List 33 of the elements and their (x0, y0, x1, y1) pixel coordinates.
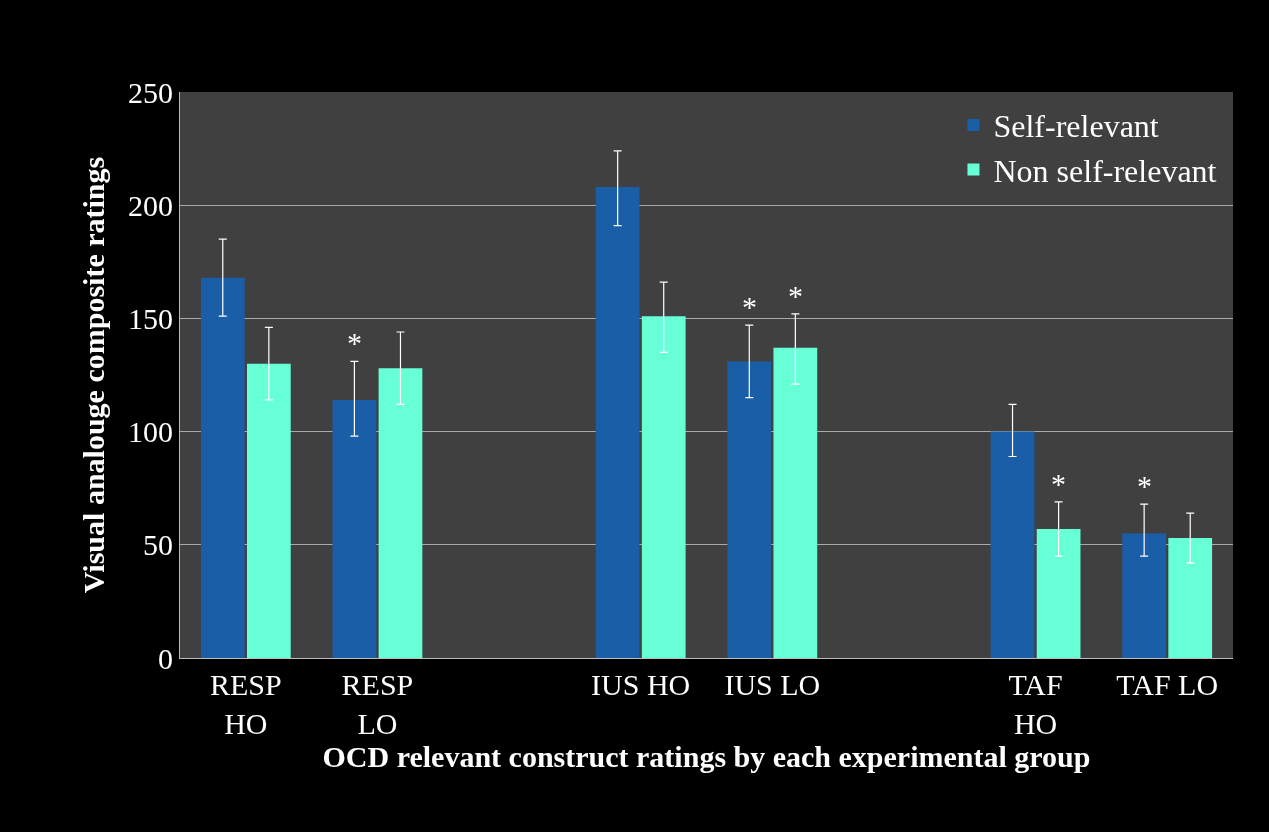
bar (378, 368, 423, 658)
bar (1122, 533, 1167, 658)
bar (200, 277, 245, 658)
data-label: * (1137, 469, 1152, 502)
bar (641, 316, 686, 658)
x-tick-label: IUS LO (724, 668, 821, 701)
x-tick-label: RESP HO (209, 668, 282, 740)
x-tick-label: TAF LO (1116, 668, 1219, 701)
x-tick-label: IUS HO (591, 668, 691, 701)
bar (990, 431, 1035, 658)
bar (727, 361, 772, 658)
y-tick-label: 250 (128, 75, 173, 109)
data-label: * (347, 326, 362, 359)
bar (1036, 528, 1081, 658)
bar (773, 347, 818, 658)
x-tick-label: RESP LO (341, 668, 414, 740)
bar (595, 187, 640, 658)
data-label: * (788, 279, 803, 312)
legend-label: Self-relevant (993, 108, 1159, 145)
x-tick-label: TAF HO (1008, 668, 1063, 740)
legend-label: Non self-relevant (993, 153, 1217, 190)
data-label: * (742, 290, 757, 323)
y-axis-title: Visual analouge composite ratings (77, 156, 110, 594)
y-tick-label: 50 (143, 528, 173, 562)
bar (332, 399, 377, 658)
y-tick-label: 0 (158, 641, 173, 675)
y-tick-label: 150 (128, 301, 173, 335)
bar (1168, 538, 1213, 658)
y-tick-label: 100 (128, 415, 173, 449)
x-axis-title: OCD relevant construct ratings by each experimental group (322, 740, 1091, 773)
y-tick-label: 200 (128, 188, 173, 222)
data-label: * (1051, 467, 1066, 500)
bar (246, 363, 291, 658)
